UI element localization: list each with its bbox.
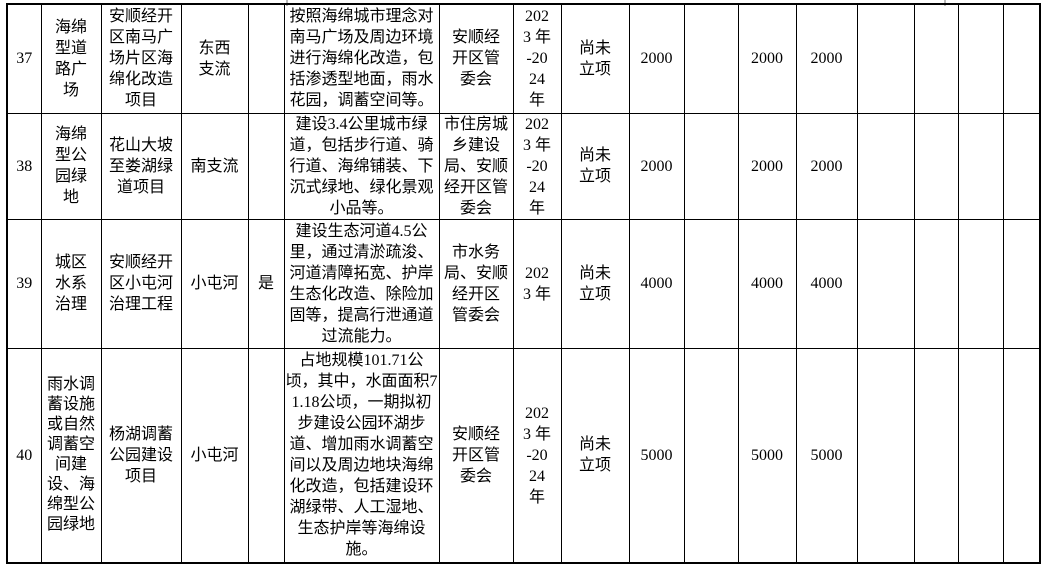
cell-department: 市水务 局、安顺 经开区 管委会 [438,218,514,349]
cell-row-number: 38 [6,112,42,220]
cell-category: 城区 水系 治理 [40,218,102,349]
cell-value [683,347,739,564]
cell-value: 5000 [628,347,685,564]
cell-value [957,112,1004,220]
cell-value: 2000 [737,112,797,220]
cell-category: 海绵 型公 园绿 地 [40,112,102,220]
cell-department: 安顺经 开区管 委会 [438,3,514,114]
cell-basin: 小屯河 [180,218,249,349]
cell-key-flag [247,3,285,114]
cell-value [957,347,1004,564]
cell-row-number: 40 [6,347,42,564]
cell-description: 建设生态河道4.5公里，通过清淤疏浚、河道清障拓宽、护岸生态化改造、除险加固等，… [283,218,440,349]
cell-value [913,3,959,114]
cell-value [957,3,1004,114]
cell-row-number: 39 [6,218,42,349]
table-row: 38 海绵 型公 园绿 地 花山大坡 至娄湖绿 道项目 南支流 建设3.4公里城… [6,112,1041,220]
cell-value [856,218,915,349]
cell-status: 尚未 立项 [560,3,630,114]
cell-basin: 小屯河 [180,347,249,564]
cell-value [683,3,739,114]
cell-basin: 南支流 [180,112,249,220]
cell-period: 202 3 年 -20 24 年 [512,347,562,564]
cell-value [913,218,959,349]
cell-row-number: 37 [6,3,42,114]
cell-value [1002,347,1041,564]
cell-value: 5000 [737,347,797,564]
cell-value: 4000 [737,218,797,349]
cell-project-name: 安顺经开 区南马广 场片区海 绵化改造 项目 [100,3,182,114]
cell-status: 尚未 立项 [560,112,630,220]
cell-key-flag: 是 [247,218,285,349]
cell-value: 4000 [795,218,858,349]
cell-status: 尚未 立项 [560,218,630,349]
cell-value [856,112,915,220]
cell-status: 尚未 立项 [560,347,630,564]
cell-description: 建设3.4公里城市绿道，包括步行道、骑行道、海绵铺装、下沉式绿地、绿化景观小品等… [283,112,440,220]
cell-project-name: 安顺经开 区小屯河 治理工程 [100,218,182,349]
cell-description: 按照海绵城市理念对南马广场及周边环境进行海绵化改造，包括渗透型地面，雨水花园，调… [283,3,440,114]
cell-value: 2000 [795,112,858,220]
cell-value [913,347,959,564]
cell-value: 2000 [795,3,858,114]
cell-value [683,112,739,220]
cell-department: 安顺经 开区管 委会 [438,347,514,564]
cell-category: 海绵 型道 路广 场 [40,3,102,114]
cell-description: 占地规模101.71公顷，其中，水面面积71.18公顷，一期拟初步建设公园环湖步… [283,347,440,564]
table-row: 40 雨水调 蓄设施 或自然 调蓄空 间建 设、海 绵型公 园绿地 杨湖调蓄 公… [6,347,1041,564]
cell-value [913,112,959,220]
cell-key-flag [247,347,285,564]
cell-value: 2000 [737,3,797,114]
table-row: 39 城区 水系 治理 安顺经开 区小屯河 治理工程 小屯河 是 建设生态河道4… [6,218,1041,349]
cell-period: 202 3 年 [512,218,562,349]
cell-key-flag [247,112,285,220]
project-table: 37 海绵 型道 路广 场 安顺经开 区南马广 场片区海 绵化改造 项目 东西 … [6,3,1041,564]
cell-value: 2000 [628,3,685,114]
cell-value [1002,112,1041,220]
cell-value [856,3,915,114]
cell-basin: 东西 支流 [180,3,249,114]
cell-value [1002,3,1041,114]
cell-department: 市住房城 乡建设 局、安顺 经开区管 委会 [438,112,514,220]
cell-value [856,347,915,564]
cell-value: 2000 [628,112,685,220]
cell-value [957,218,1004,349]
cell-period: 202 3 年 -20 24 年 [512,112,562,220]
cell-value: 4000 [628,218,685,349]
cell-period: 202 3 年 -20 24 年 [512,3,562,114]
cell-value [1002,218,1041,349]
cell-project-name: 杨湖调蓄 公园建设 项目 [100,347,182,564]
table-row: 37 海绵 型道 路广 场 安顺经开 区南马广 场片区海 绵化改造 项目 东西 … [6,3,1041,114]
cell-value: 5000 [795,347,858,564]
cell-value [683,218,739,349]
cell-category: 雨水调 蓄设施 或自然 调蓄空 间建 设、海 绵型公 园绿地 [40,347,102,564]
cell-project-name: 花山大坡 至娄湖绿 道项目 [100,112,182,220]
